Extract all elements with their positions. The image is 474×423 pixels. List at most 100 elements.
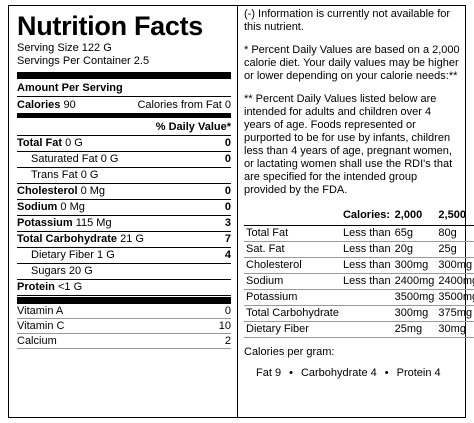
nutrient-name: Total Fat [17,137,63,149]
dv-cell: Less than [340,257,393,274]
nutrient-dv: 0 [224,201,231,213]
dv-row: Potassium 3500mg3500mg [244,289,474,306]
dv-header-row: Calories: 2,000 2,500 [244,207,474,226]
nutrient-name: Dietary Fiber [31,249,94,261]
nutrient-cell: Sodium 0 Mg [17,200,85,215]
note: (-) Information is currently not availab… [244,8,451,33]
note: * Percent Daily Values are based on a 2,… [244,44,460,82]
nutrient-name: Cholesterol [17,185,78,197]
nutrient-row: Sugars 20 G [17,264,231,280]
dv-cell: Less than [340,241,393,258]
servings-per-container: Servings Per Container 2.5 [17,55,150,67]
dv-cell: Sodium [244,273,341,290]
nutrient-name: Protein [17,281,55,293]
dv-cell [340,289,393,306]
nutrient-cell: Sugars 20 G [17,264,93,279]
serving-size: Serving Size 122 G [17,42,112,54]
nutrient-cell: Potassium 115 Mg [17,216,112,231]
dv-cell: 300mg [436,257,474,274]
vitamin-row: Vitamin C 10 [17,319,231,334]
nutrient-cell: Trans Fat 0 G [17,168,98,183]
nutrient-row: Dietary Fiber 1 G 4 [17,248,231,264]
dv-row: Total Fat Less than 65g 80g [244,225,474,242]
nutrient-row: Trans Fat 0 G [17,168,231,184]
dv-header-spacer [244,207,341,226]
vitamin-name: Vitamin C [17,320,65,332]
vitamin-row: Vitamin A 0 [17,304,231,319]
dv-cell [340,305,393,322]
dv-cell: Dietary Fiber [244,321,341,338]
nutrient-cell: Total Carbohydrate 21 G [17,232,144,247]
vitamin-row: Calcium 2 [17,334,231,349]
dv-table: Calories: 2,000 2,500 Total Fat Less than 65g… [244,207,474,338]
dv-cell: Potassium [244,289,341,306]
nutrient-dv: 3 [224,217,231,229]
notes-panel: (-) Information is currently not availab… [238,6,474,417]
vitamin-name: Calcium [17,335,57,347]
title: Nutrition Facts [17,11,204,41]
vitamin-name: Vitamin A [17,305,64,317]
dv-cell: 300mg [392,305,437,322]
nutrient-amount: 20 G [68,265,93,277]
dv-row: Cholesterol Less than 300mg 300mg [244,257,474,274]
nutrient-dv: 4 [224,249,231,261]
dv-row: Dietary Fiber 25mg 30mg [244,321,474,338]
calories-value: 90 [63,99,76,111]
nutrient-row: Protein <1 G [17,280,231,296]
dv-row: Total Carbohydrate 300mg 375mg [244,305,474,322]
facts-panel: Nutrition Facts Serving Size 122 G Servi… [9,6,238,417]
nutrient-amount: 0 Mg [80,185,106,197]
dv-header-cell: 2,500 [436,207,474,226]
dv-cell: 30mg [436,321,474,338]
nutrient-row: Potassium 115 Mg 3 [17,216,231,232]
dv-row: Sat. Fat Less than 20g 25g [244,241,474,258]
dv-cell: 375mg [436,305,474,322]
nutrient-row: Total Fat 0 G 0 [17,136,231,152]
nutrient-row: Sodium 0 Mg 0 [17,200,231,216]
dv-cell: Total Fat [244,225,341,242]
dv-cell: Sat. Fat [244,241,341,258]
dv-cell: Less than [340,273,393,290]
nutrient-amount: 115 Mg [75,217,112,229]
dv-cell: 25mg [392,321,437,338]
nutrient-row: Saturated Fat 0 G 0 [17,152,231,168]
calorie-item: Carbohydrate 4 [300,366,377,379]
vitamin-dv: 2 [224,335,231,347]
nutrient-cell: Total Fat 0 G [17,136,83,151]
nutrient-name: Sugars [31,265,66,277]
vitamin-dv: 0 [224,305,231,317]
dv-cell: 80g [436,225,474,242]
nutrient-cell: Protein <1 G [17,280,82,295]
dv-header-cell: Calories: [340,207,393,226]
dv-cell: 2400mg [436,273,474,290]
nutrient-amount: 0 G [80,169,99,181]
dv-cell: 25g [436,241,474,258]
dv-cell: 2400mg [392,273,437,290]
dv-cell: 20g [392,241,437,258]
nutrition-label: Nutrition Facts Serving Size 122 G Servi… [8,5,474,418]
note: ** Percent Daily Values listed below are… [244,93,453,196]
vitamin-dv: 10 [218,320,231,332]
nutrient-row: Total Carbohydrate 21 G 7 [17,232,231,248]
nutrient-dv: 0 [224,137,231,149]
nutrient-amount: 0 G [100,153,119,165]
dv-cell [340,321,393,338]
dv-header: % Daily Value* [155,121,231,133]
dv-cell: 65g [392,225,437,242]
dv-header-row: % Daily Value* [17,118,231,136]
amount-per-serving: Amount Per Serving [17,82,123,94]
nutrient-amount: 0 Mg [60,201,85,213]
dv-cell: Less than [340,225,393,242]
dv-cell: 300mg [392,257,437,274]
dv-header-cell: 2,000 [392,207,437,226]
nutrient-amount: 1 G [97,249,115,261]
nutrient-amount: 21 G [120,233,144,245]
nutrient-name: Trans Fat [31,169,78,181]
nutrient-name: Total Carbohydrate [17,233,118,245]
nutrient-name: Potassium [17,217,73,229]
calorie-item: Protein 4 [396,366,441,379]
calories-row: Calories 90 Calories from Fat 0 [17,97,231,114]
nutrient-dv: 0 [224,153,231,165]
nutrient-amount: <1 G [57,281,83,293]
